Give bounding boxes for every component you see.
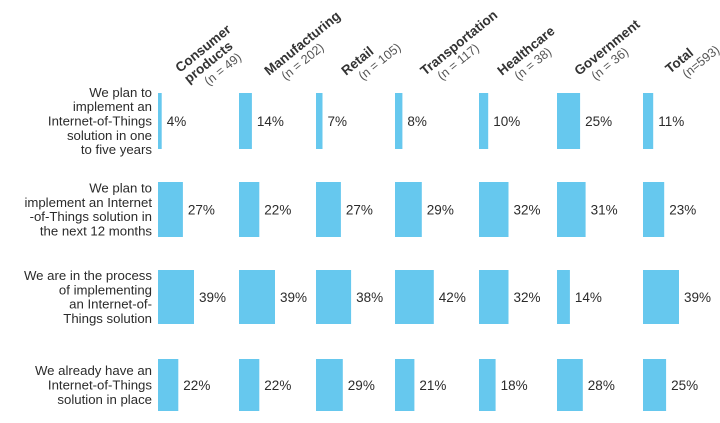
bar — [643, 182, 665, 237]
bar — [395, 182, 422, 237]
bar — [643, 359, 667, 411]
value-label: 42% — [439, 290, 466, 305]
value-label: 29% — [427, 203, 454, 218]
value-label: 25% — [671, 378, 698, 393]
value-label: 14% — [257, 114, 284, 129]
bar — [158, 93, 162, 149]
bar — [316, 93, 323, 149]
row-label-line: solution in place — [57, 392, 152, 407]
value-label: 18% — [501, 378, 528, 393]
value-label: 39% — [684, 290, 711, 305]
row-label-line: the next 12 months — [40, 224, 153, 239]
row-label-line: Internet-of-Things — [48, 378, 152, 393]
bar — [158, 359, 179, 411]
header-retail: Retail(n = 105) — [338, 40, 403, 83]
bars — [158, 93, 679, 411]
row-label: We already have anInternet-of-Thingssolu… — [35, 363, 152, 407]
bar — [479, 93, 489, 149]
bar — [239, 270, 275, 324]
bar — [479, 270, 509, 324]
header-manufacturing: Manufacturing(n = 202) — [261, 8, 343, 83]
value-labels: 4% 14% 7% 8% 10% 25% 11% 27% 22% 27% 29% 32% 31% 23% 3… — [167, 114, 711, 393]
bar — [239, 93, 252, 149]
row-label-line: We plan to — [89, 181, 152, 196]
row-label-line: Internet-of-Things — [48, 114, 152, 129]
value-label: 22% — [183, 378, 210, 393]
value-label: 8% — [407, 114, 427, 129]
bar — [557, 182, 586, 237]
value-label: 32% — [514, 290, 541, 305]
row-label-line: implement an Internet — [24, 195, 152, 210]
row-label-line: We plan to — [89, 85, 152, 100]
row-label-line: -of-Things solution in — [30, 209, 152, 224]
value-label: 31% — [591, 203, 618, 218]
bar — [395, 93, 403, 149]
value-label: 27% — [346, 203, 373, 218]
value-label: 25% — [585, 114, 612, 129]
bar — [158, 182, 183, 237]
bar — [557, 359, 583, 411]
bar — [557, 93, 581, 149]
bar — [479, 359, 496, 411]
value-label: 32% — [514, 203, 541, 218]
value-label: 10% — [493, 114, 520, 129]
row-label-line: solution in one — [67, 128, 152, 143]
row-label-line: We are in the process — [24, 268, 152, 283]
row-label-line: an Internet-of- — [69, 297, 152, 312]
row-label-line: We already have an — [35, 363, 152, 378]
value-label: 4% — [167, 114, 187, 129]
bar — [158, 270, 194, 324]
row-label-line: of implementing — [59, 282, 152, 297]
bar — [395, 270, 434, 324]
row-label-line: implement an — [73, 99, 152, 114]
bar — [239, 359, 260, 411]
header-total: Total(n=593) — [662, 43, 720, 81]
value-label: 7% — [328, 114, 348, 129]
bar — [316, 182, 341, 237]
value-label: 29% — [348, 378, 375, 393]
row-label-line: to five years — [81, 142, 153, 157]
bar — [239, 182, 260, 237]
value-label: 39% — [199, 290, 226, 305]
value-label: 11% — [658, 114, 684, 129]
bar — [316, 270, 352, 324]
value-label: 14% — [575, 290, 602, 305]
header-government: Government(n = 36) — [571, 16, 643, 83]
value-label: 28% — [588, 378, 615, 393]
value-label: 22% — [264, 378, 291, 393]
bar — [479, 182, 509, 237]
bar — [643, 270, 679, 324]
value-label: 38% — [356, 290, 383, 305]
bar — [643, 93, 654, 149]
row-label-line: Things solution — [63, 311, 152, 326]
value-label: 39% — [280, 290, 307, 305]
value-label: 23% — [669, 203, 696, 218]
header-healthcare: Healthcare(n = 38) — [494, 23, 557, 83]
bar — [557, 270, 570, 324]
bar — [395, 359, 415, 411]
value-label: 22% — [264, 203, 291, 218]
value-label: 21% — [419, 378, 446, 393]
header-transportation: Transportation(n = 117) — [417, 7, 500, 83]
value-label: 27% — [188, 203, 215, 218]
bar — [316, 359, 343, 411]
